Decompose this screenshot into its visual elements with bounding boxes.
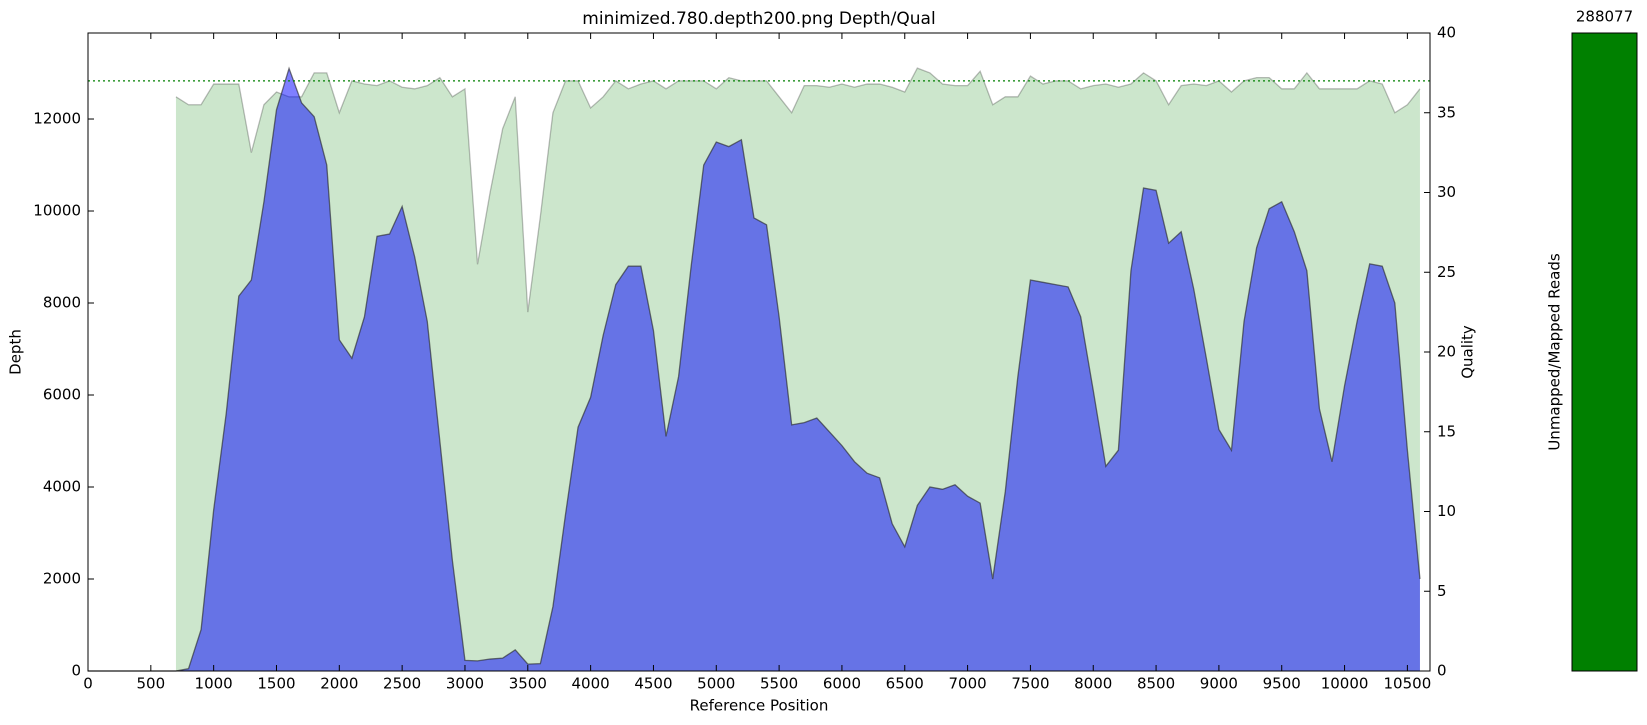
depth-line [88,66,1421,672]
y-tick-label: 0 [71,662,81,680]
x-tick-label: 9000 [1200,675,1238,693]
y-tick-label: 6000 [43,386,81,404]
x-tick-label: 7500 [1011,675,1049,693]
x-tick-label: 6000 [823,675,861,693]
y2-tick-label: 5 [1437,582,1447,600]
y2-tick-label: 10 [1437,502,1456,520]
y2-tick-label: 30 [1437,183,1456,201]
x-tick-label: 4500 [634,675,672,693]
x-tick-label: 10500 [1384,675,1432,693]
x-tick-label: 10000 [1321,675,1369,693]
y-axis-label: Depth [7,329,25,375]
x-tick-label: 500 [137,675,166,693]
x-tick-label: 9500 [1263,675,1301,693]
y-tick-label: 12000 [33,110,81,128]
y2-tick-label: 40 [1437,24,1456,42]
y-tick-label: 8000 [43,294,81,312]
x-tick-label: 3000 [446,675,484,693]
x-tick-label: 2000 [320,675,358,693]
y2-tick-label: 15 [1437,422,1456,440]
y-tick-label: 2000 [43,570,81,588]
y-tick-label: 10000 [33,202,81,220]
x-tick-label: 8000 [1074,675,1112,693]
y2-tick-label: 25 [1437,263,1456,281]
bar-frame [1571,32,1638,672]
y-tick-label: 4000 [43,478,81,496]
chart-title: minimized.780.depth200.png Depth/Qual [582,9,935,29]
bar-axis-label: Unmapped/Mapped Reads [1546,253,1564,451]
depth-area [88,68,1420,672]
x-tick-label: 5500 [760,675,798,693]
x-tick-label: 1000 [195,675,233,693]
y2-axis-label: Quality [1459,325,1477,379]
y2-tick-label: 20 [1437,343,1456,361]
x-tick-label: 4000 [572,675,610,693]
x-tick-label: 0 [83,675,93,693]
x-tick-label: 3500 [509,675,547,693]
x-tick-label: 2500 [383,675,421,693]
x-tick-label: 8500 [1137,675,1175,693]
y2-tick-label: 35 [1437,103,1456,121]
reads-bar [1572,33,1637,671]
x-tick-label: 6500 [886,675,924,693]
bar-value-label: 288077 [1576,8,1633,26]
quality-line [175,67,1421,313]
x-tick-label: 7000 [948,675,986,693]
x-tick-label: 5000 [697,675,735,693]
y2-tick-label: 0 [1437,662,1447,680]
x-axis-label: Reference Position [690,697,829,715]
x-tick-label: 1500 [257,675,295,693]
